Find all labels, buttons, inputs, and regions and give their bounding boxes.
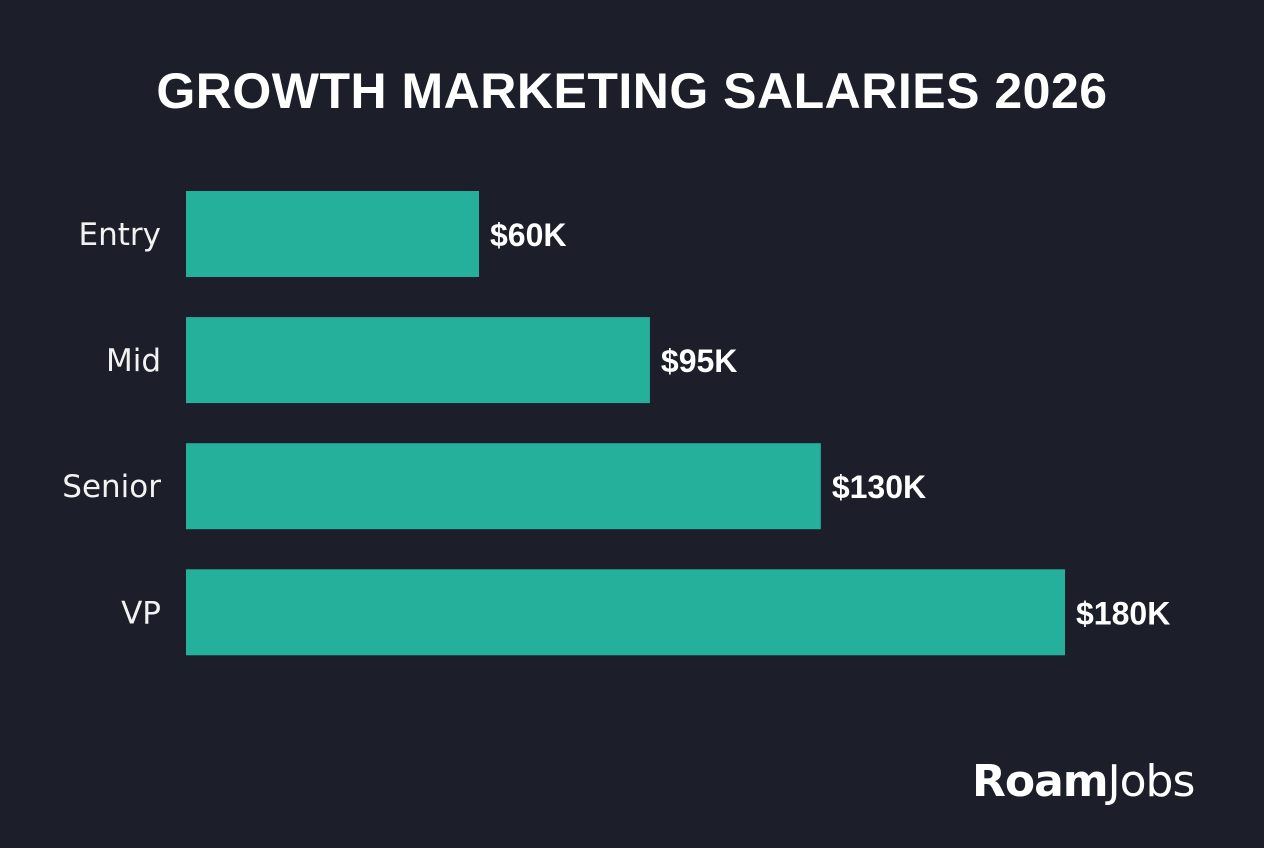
category-label: VP xyxy=(121,595,161,631)
value-label: $60K xyxy=(490,217,567,253)
bar-vp xyxy=(186,569,1065,656)
category-label: Mid xyxy=(106,343,161,379)
value-label: $130K xyxy=(832,469,926,505)
logo-light-text: Jobs xyxy=(1107,756,1196,807)
bar-senior xyxy=(186,443,821,530)
category-label: Entry xyxy=(79,217,161,253)
logo-bold-text: Roam xyxy=(972,756,1109,807)
value-label: $180K xyxy=(1076,595,1170,631)
bar-entry xyxy=(186,191,479,277)
category-label: Senior xyxy=(62,469,161,505)
roamjobs-logo: RoamJobs xyxy=(972,756,1196,807)
bar-mid xyxy=(186,317,650,404)
chart-title: GROWTH MARKETING SALARIES 2026 xyxy=(156,63,1108,119)
value-label: $95K xyxy=(661,343,738,379)
